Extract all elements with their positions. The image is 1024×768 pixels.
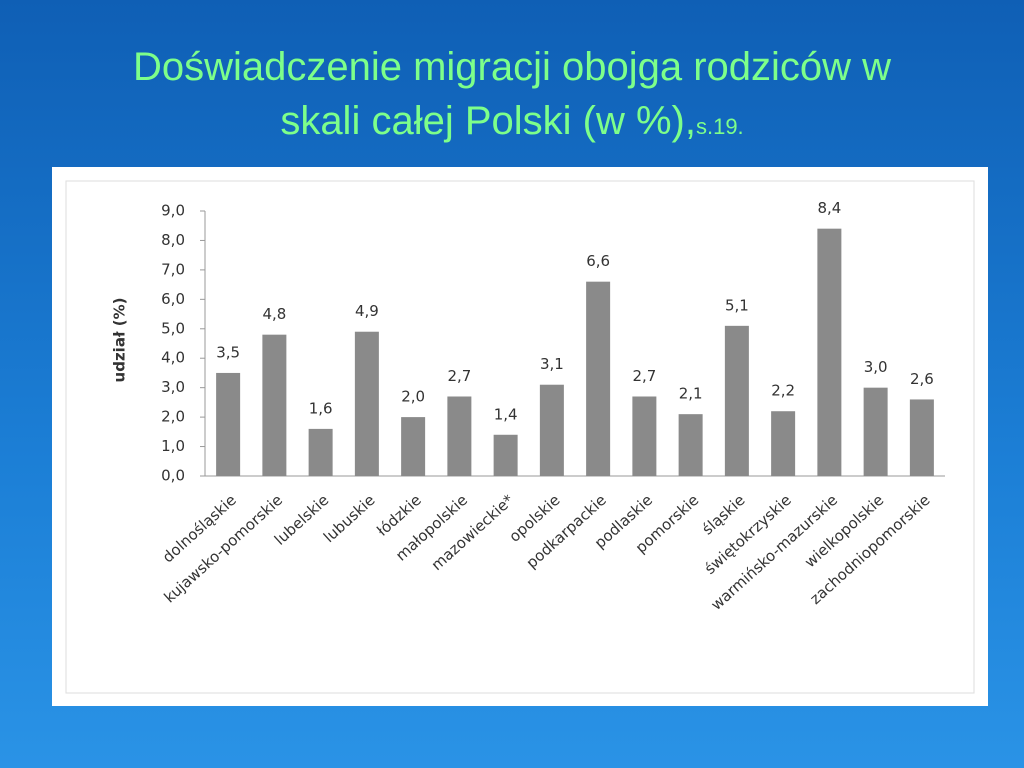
bar [308, 428, 333, 476]
bar [632, 396, 657, 476]
value-label: 3,0 [864, 358, 888, 376]
y-tick-label: 8,0 [161, 231, 185, 249]
value-label: 8,4 [817, 199, 841, 217]
frame [65, 180, 975, 694]
bar [401, 417, 426, 476]
y-tick-label: 0,0 [161, 467, 185, 485]
y-tick-label: 4,0 [161, 349, 185, 367]
title-line: Doświadczenie migracji obojga rodziców w [132, 45, 892, 89]
value-label: 2,6 [910, 370, 934, 388]
slide-title: Doświadczenie migracji obojga rodziców w… [0, 40, 1024, 154]
bar [678, 414, 703, 476]
value-label: 2,1 [679, 385, 703, 403]
x-tick-label: wielkopolskie [801, 491, 887, 571]
value-label: 3,5 [216, 343, 240, 361]
bar [724, 325, 749, 476]
value-label: 2,7 [632, 367, 656, 385]
bar [216, 372, 241, 476]
value-label: 4,9 [355, 302, 379, 320]
bar [817, 228, 842, 476]
page-ref: s.19. [695, 114, 744, 139]
value-label: 2,0 [401, 388, 425, 406]
y-tick-label: 7,0 [161, 260, 185, 278]
y-tick-label: 9,0 [161, 202, 185, 220]
bar [586, 281, 611, 476]
value-label: 6,6 [586, 252, 610, 270]
value-label: 2,2 [771, 382, 795, 400]
value-label: 4,8 [262, 305, 286, 323]
value-label: 1,6 [309, 399, 333, 417]
x-tick-label: lubuskie [320, 491, 379, 546]
value-label: 1,4 [494, 405, 518, 423]
y-tick-label: 5,0 [161, 319, 185, 337]
bar [539, 384, 564, 476]
bar [771, 411, 796, 476]
value-label: 2,7 [447, 367, 471, 385]
y-axis-label: udział (%) [111, 298, 129, 383]
title-line: skali całej Polski (w %),s.19. [0, 94, 1024, 154]
y-tick-label: 6,0 [161, 290, 185, 308]
bar [909, 399, 934, 476]
value-label: 5,1 [725, 296, 749, 314]
bar [262, 334, 287, 476]
y-tick-label: 3,0 [161, 378, 185, 396]
x-tick-label: podkarpackie [523, 491, 610, 572]
y-tick-label: 1,0 [161, 437, 185, 455]
bar [863, 387, 888, 476]
value-label: 3,1 [540, 355, 564, 373]
title-line: skali całej Polski (w %), [280, 99, 696, 143]
bar [493, 434, 518, 476]
bar [447, 396, 472, 476]
chart: udział (%) 0,0 1,0 2,0 3,0 4,0 5,0 6,0 7,0 8,0 9,… [52, 167, 988, 706]
y-tick-label: 2,0 [161, 408, 185, 426]
bar [354, 331, 379, 476]
